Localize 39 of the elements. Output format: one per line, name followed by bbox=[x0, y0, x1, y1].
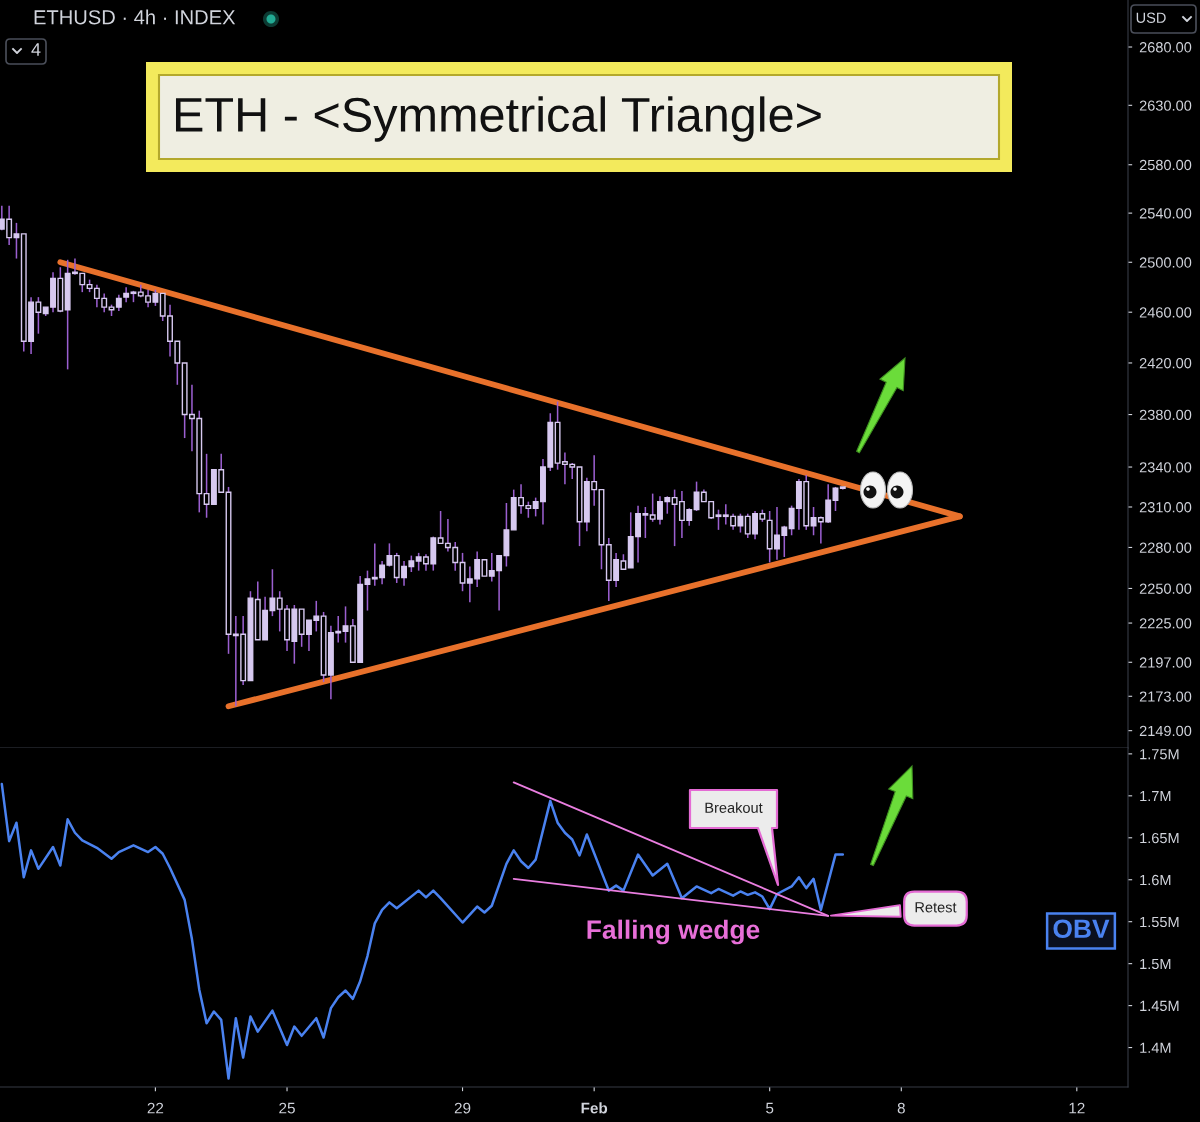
x-tick-label: 5 bbox=[766, 1102, 774, 1114]
x-tick-label: 25 bbox=[279, 1102, 295, 1114]
y-tick-label: 1.6M bbox=[1140, 874, 1171, 886]
x-tick-label: 22 bbox=[147, 1102, 164, 1114]
y-tick-label: 2500.00 bbox=[1139, 257, 1192, 268]
annotation: Retest bbox=[915, 902, 957, 913]
y-tick-label: 1.5M bbox=[1140, 958, 1171, 970]
y-tick-label: 2310.00 bbox=[1139, 502, 1192, 513]
y-tick-label: 2460.00 bbox=[1139, 307, 1192, 318]
y-tick-label: 1.45M bbox=[1140, 1000, 1179, 1012]
annotation: Breakout bbox=[705, 802, 763, 813]
y-tick-label: 2380.00 bbox=[1139, 409, 1192, 420]
y-tick-label: 1.55M bbox=[1140, 916, 1179, 928]
annotation: ETHUSD · 4h · INDEX bbox=[34, 9, 236, 25]
y-tick-label: 2630.00 bbox=[1139, 100, 1192, 111]
y-tick-label: 2149.00 bbox=[1139, 725, 1192, 737]
y-tick-label: 2173.00 bbox=[1139, 691, 1192, 702]
y-tick-label: 1.4M bbox=[1140, 1042, 1171, 1053]
annotation: 4 bbox=[31, 43, 41, 56]
text: USD bbox=[1136, 12, 1166, 23]
y-tick-label: 2580.00 bbox=[1139, 159, 1192, 171]
y-tick-label: 1.65M bbox=[1140, 832, 1179, 844]
y-tick-label: 2420.00 bbox=[1139, 358, 1192, 369]
text: ETH - <Symmetrical Triangle> bbox=[175, 96, 821, 142]
text: OBV bbox=[1053, 919, 1110, 939]
y-tick-label: 2197.00 bbox=[1139, 657, 1192, 668]
y-tick-label: 2225.00 bbox=[1139, 618, 1192, 629]
annotation: Falling wedge bbox=[587, 919, 760, 945]
y-tick-label: 2540.00 bbox=[1139, 208, 1192, 219]
y-tick-label: 2680.00 bbox=[1139, 42, 1192, 53]
y-tick-label: 1.75M bbox=[1140, 749, 1179, 760]
x-tick-label: 12 bbox=[1069, 1102, 1085, 1114]
y-tick-label: 2340.00 bbox=[1139, 462, 1192, 473]
y-tick-label: 1.7M bbox=[1140, 791, 1171, 802]
x-tick-label: 29 bbox=[454, 1102, 471, 1114]
x-tick-label: 8 bbox=[897, 1102, 905, 1114]
y-tick-label: 2250.00 bbox=[1139, 583, 1192, 594]
x-tick-label: Feb bbox=[581, 1102, 608, 1114]
y-tick-label: 2280.00 bbox=[1139, 542, 1192, 553]
